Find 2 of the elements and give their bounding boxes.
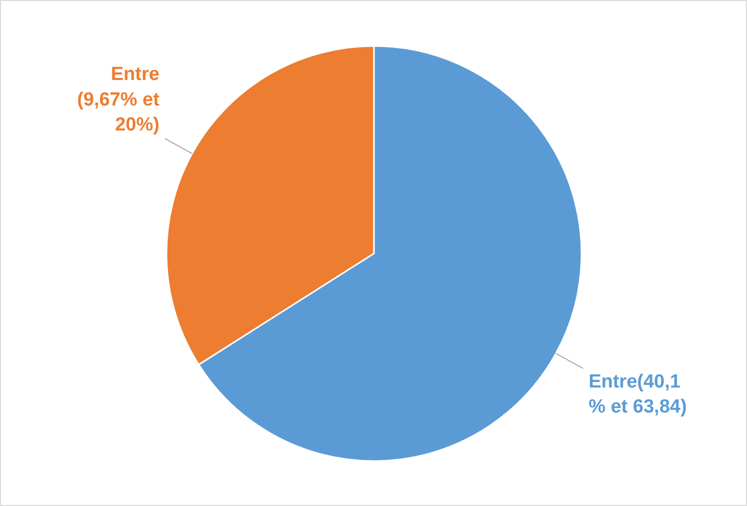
slice-label: Entre(40,1 % et 63,84): [588, 371, 687, 418]
slice-label: Entre (9,67% et 20%): [77, 64, 160, 136]
